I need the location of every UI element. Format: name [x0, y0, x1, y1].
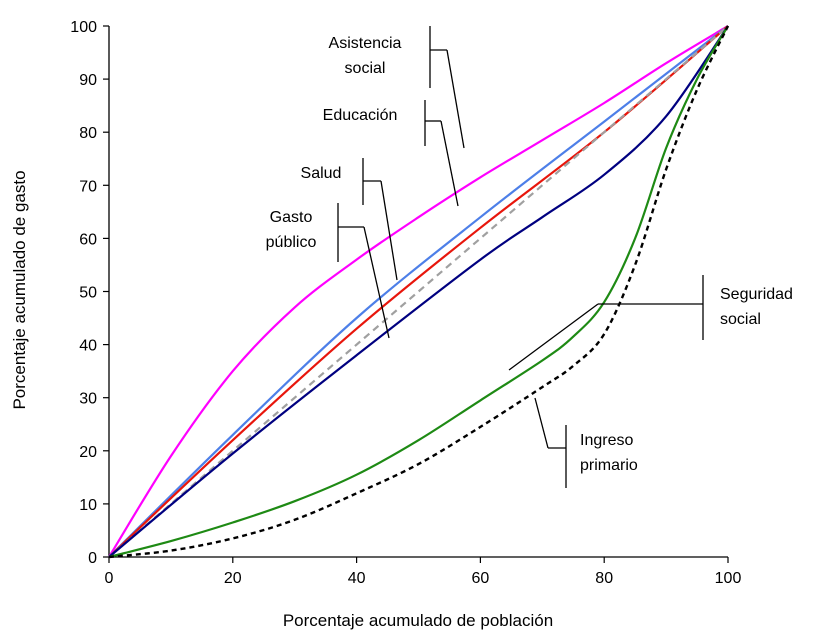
annotation-label: Gasto: [270, 209, 313, 226]
series-layer: [108, 25, 730, 559]
y-tick-label: 0: [88, 550, 97, 567]
y-tick-label: 60: [79, 231, 97, 248]
annotation-label: público: [266, 234, 317, 251]
y-tick-label: 80: [79, 125, 97, 142]
y-tick-label: 40: [79, 338, 97, 355]
series-line-seguridad-social: [108, 25, 729, 559]
annotation-label: Ingreso: [580, 432, 633, 449]
annotation-label: social: [345, 60, 386, 77]
annotations: Asistencia social Educación Salud Gasto públi…: [266, 26, 793, 488]
y-tick-label: 30: [79, 391, 97, 408]
annotation-seguridad: Seguridad social: [508, 275, 793, 371]
y-axis-title: Porcentaje acumulado de gasto: [10, 170, 29, 409]
series-line-ingreso-primario: [108, 25, 730, 559]
annotation-ingreso: Ingreso primario: [534, 397, 638, 488]
annotation-label: social: [720, 311, 761, 328]
y-tick-label: 10: [79, 497, 97, 514]
x-tick-label: 60: [472, 570, 490, 587]
y-tick-label: 20: [79, 444, 97, 461]
y-tick-label: 50: [79, 285, 97, 302]
series-line-educaci-n: [108, 25, 729, 558]
y-tick-label: 90: [79, 72, 97, 89]
y-tick-label: 70: [79, 178, 97, 195]
annotation-leader-line: [440, 120, 459, 207]
annotation-label: Seguridad: [720, 286, 793, 303]
annotation-label: primario: [580, 457, 638, 474]
series-line-asistencia-social: [108, 25, 729, 558]
x-axis-title: Porcentaje acumulado de población: [283, 611, 553, 630]
x-tick-label: 80: [595, 570, 613, 587]
series-line-salud: [108, 25, 729, 558]
annotation-label: Salud: [301, 165, 342, 182]
annotation-leader-line: [534, 397, 549, 449]
series-line-gasto-p-blico: [108, 25, 729, 558]
x-tick-label: 100: [715, 570, 742, 587]
annotation-salud: Salud: [301, 158, 398, 281]
annotation-leader-line: [446, 49, 465, 149]
annotation-label: Asistencia: [329, 35, 402, 52]
axes: 0 10 20 30 40 50 60 70 80 90 100 0 20 40 60 80 100: [70, 19, 741, 587]
annotation-leader-line: [380, 180, 398, 281]
annotation-label: Educación: [323, 107, 398, 124]
annotation-leader-line: [363, 226, 390, 339]
annotation-gasto: Gasto público: [266, 203, 390, 339]
x-tick-label: 40: [348, 570, 366, 587]
annotation-educacion: Educación: [323, 100, 459, 207]
x-tick-label: 0: [105, 570, 114, 587]
annotation-leader-line: [508, 303, 599, 371]
annotation-asistencia: Asistencia social: [329, 26, 465, 149]
x-tick-label: 20: [224, 570, 242, 587]
y-tick-label: 100: [70, 19, 97, 36]
series-line-equality: [108, 25, 729, 558]
